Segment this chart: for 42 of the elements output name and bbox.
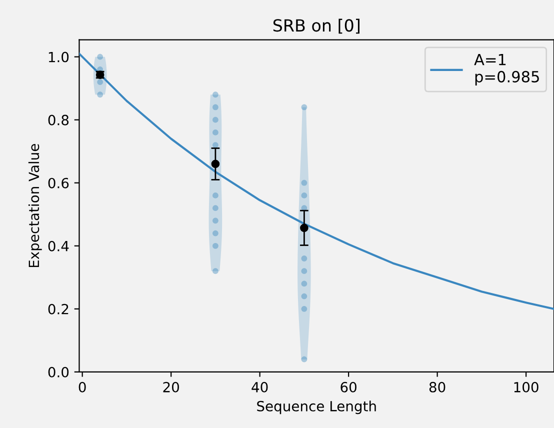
- x-tick-label: 0: [78, 382, 86, 392]
- point: [212, 218, 218, 224]
- y-tick-label: 0.6: [48, 178, 69, 188]
- point: [212, 192, 218, 198]
- point: [212, 268, 218, 274]
- y-tick-label: 0.2: [48, 304, 68, 314]
- x-tick-label: 80: [429, 382, 446, 392]
- point: [301, 306, 308, 312]
- y-tick-label: 1.0: [48, 52, 69, 62]
- point: [301, 104, 308, 110]
- y-tick-label: 0.8: [48, 114, 69, 126]
- x-tick-label: 60: [340, 382, 356, 392]
- point: [97, 54, 104, 60]
- point: [212, 92, 218, 98]
- x-tick-label: 20: [163, 382, 179, 392]
- point: [301, 192, 308, 198]
- point: [301, 280, 308, 287]
- point: [301, 293, 308, 300]
- x-tick-label: 40: [252, 382, 268, 392]
- chart-title: SRB on [0]: [273, 18, 360, 34]
- x-tick-label: 100: [514, 382, 538, 392]
- x-axis-title: Sequence Length: [257, 400, 376, 414]
- point: [212, 230, 218, 236]
- legend-label: A=1 p=0.985: [474, 54, 539, 86]
- point: [212, 130, 218, 136]
- point: [212, 104, 218, 110]
- point: [212, 242, 218, 249]
- line-series: [79, 52, 554, 310]
- point: [97, 92, 104, 98]
- point: [97, 79, 104, 85]
- point: [301, 268, 308, 274]
- point: [301, 356, 308, 362]
- y-tick-label: 0.4: [48, 240, 69, 252]
- point: [212, 116, 218, 123]
- point: [211, 160, 220, 168]
- point: [212, 142, 218, 148]
- point: [301, 256, 308, 262]
- point: [301, 180, 308, 186]
- y-tick-label: 0.0: [48, 366, 69, 378]
- point: [212, 205, 218, 212]
- point: [300, 224, 308, 232]
- y-axis-title: Expectation Value: [28, 144, 42, 268]
